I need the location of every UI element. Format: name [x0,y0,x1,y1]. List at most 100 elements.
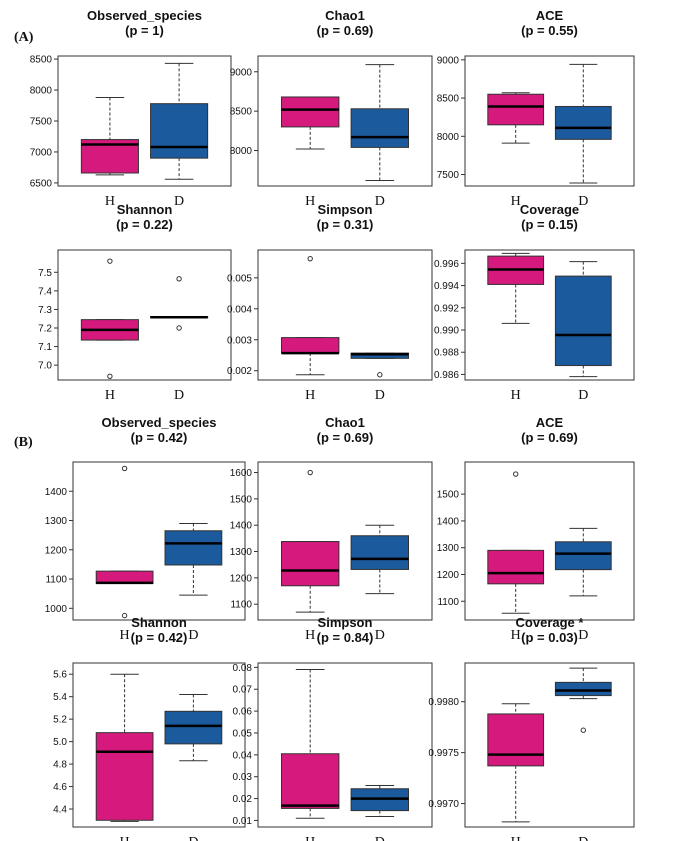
chart-title: Observed_species [102,415,217,430]
y-tick-label: 0.986 [434,370,459,381]
y-tick-label: 1300 [437,543,460,554]
chart-subtitle: (p = 0.55) [521,23,578,38]
chart-title: Chao1 [325,415,365,430]
y-tick-label: 7500 [437,170,460,181]
y-tick-label: 6500 [30,178,53,189]
plot-frame [72,662,246,828]
y-tick-label: 7.1 [38,342,52,353]
chart-subtitle: (p = 0.03) [521,630,578,645]
box-H [487,252,545,324]
charts-container: Observed_species(p = 1)65007000750080008… [30,8,635,841]
category-label: D [375,835,385,841]
box-D [554,527,612,597]
box-D [164,693,223,762]
outlier-point [107,373,113,379]
y-tick-label: 8000 [30,86,53,97]
y-tick-label: 4.4 [53,805,67,816]
y-tick-label: 1300 [230,547,253,558]
outlier-point [580,727,586,733]
y-tick-label: 7000 [30,147,53,158]
category-label: D [188,628,198,643]
box-iqr [554,105,612,140]
chart-subtitle: (p = 1) [125,23,164,38]
boxplot-7: Observed_species(p = 0.42)10001100120013… [45,415,246,643]
y-tick-label: 1300 [45,516,68,527]
box-iqr [164,710,223,745]
category-label: H [511,835,521,841]
y-tick-label: 1500 [230,494,253,505]
y-tick-label: 1100 [45,575,67,586]
outlier-point [377,372,383,378]
box-D [164,522,223,596]
chart-title: Simpson [318,615,373,630]
boxplot-1: Observed_species(p = 1) 6500 7000 7500 8000 8… [30,8,232,209]
plot-frame [464,662,635,828]
plot-frame [57,249,232,381]
y-tick-label: 0.03 [233,772,253,783]
y-tick-label: 8500 [30,55,53,66]
category-label: D [578,388,588,403]
y-tick-label: 7.0 [38,361,52,372]
chart-title: Shannon [131,615,187,630]
y-tick-label: 1200 [45,545,68,556]
chart-title: Observed_species [87,8,202,23]
category-label: H [105,388,115,403]
y-tick-label: 9000 [230,67,253,78]
boxplot-3: ACE(p = 0.55) 7500 8000 8500 9000 H D [437,8,635,209]
box-iqr [280,96,340,128]
chart-title: ACE [536,8,564,23]
chart-title: Coverage * [516,615,585,630]
outlier-point [107,258,113,264]
chart-subtitle: (p = 0.69) [521,430,578,445]
box-iqr [95,570,154,584]
box-iqr [350,535,410,570]
panel-label-b: (B) [14,435,33,450]
box-iqr [280,337,340,354]
chart-title: Simpson [318,202,373,217]
y-tick-label: 8000 [437,132,460,143]
box-H [95,465,154,619]
plot-frame [464,55,635,187]
y-tick-label: 0.01 [233,816,253,827]
y-tick-label: 0.996 [434,259,459,270]
category-label: H [305,194,315,209]
box-iqr [350,108,410,148]
category-label: D [188,835,198,841]
y-tick-label: 7.4 [38,286,52,297]
outlier-point [307,255,313,262]
y-tick-label: 1000 [45,604,68,615]
category-label: H [105,194,115,209]
chart-title: ACE [536,415,564,430]
plot-frame [257,55,433,187]
y-tick-label: 8500 [437,94,460,105]
box-H [487,703,545,823]
y-tick-label: 7.2 [38,324,52,335]
chart-title: Coverage [520,202,579,217]
category-label: H [511,388,521,403]
plot-frame [464,461,635,621]
y-tick-label: 1200 [437,570,460,581]
boxplot-2: Chao1(p = 0.69) 8000 8500 9000 H D [230,8,433,209]
category-label: H [511,194,521,209]
y-tick-label: 0.05 [233,728,253,739]
box-H [280,255,340,376]
y-tick-label: 0.003 [227,335,252,346]
plot-frame [257,249,433,381]
box-D [554,63,612,184]
plot-frame [464,249,635,381]
chart-subtitle: (p = 0.22) [116,217,173,232]
box-D [350,64,410,181]
y-tick-label: 1100 [230,600,252,611]
category-label: H [120,628,130,643]
y-tick-label: 0.9970 [428,799,459,810]
box-iqr [554,275,612,367]
box-iqr [280,541,340,587]
y-tick-label: 1400 [45,487,68,498]
box-H [280,96,340,150]
chart-subtitle: (p = 0.69) [317,23,374,38]
box-D [150,62,209,180]
outlier-point [121,465,128,472]
y-tick-label: 1100 [437,597,459,608]
chart-title: Shannon [117,202,173,217]
